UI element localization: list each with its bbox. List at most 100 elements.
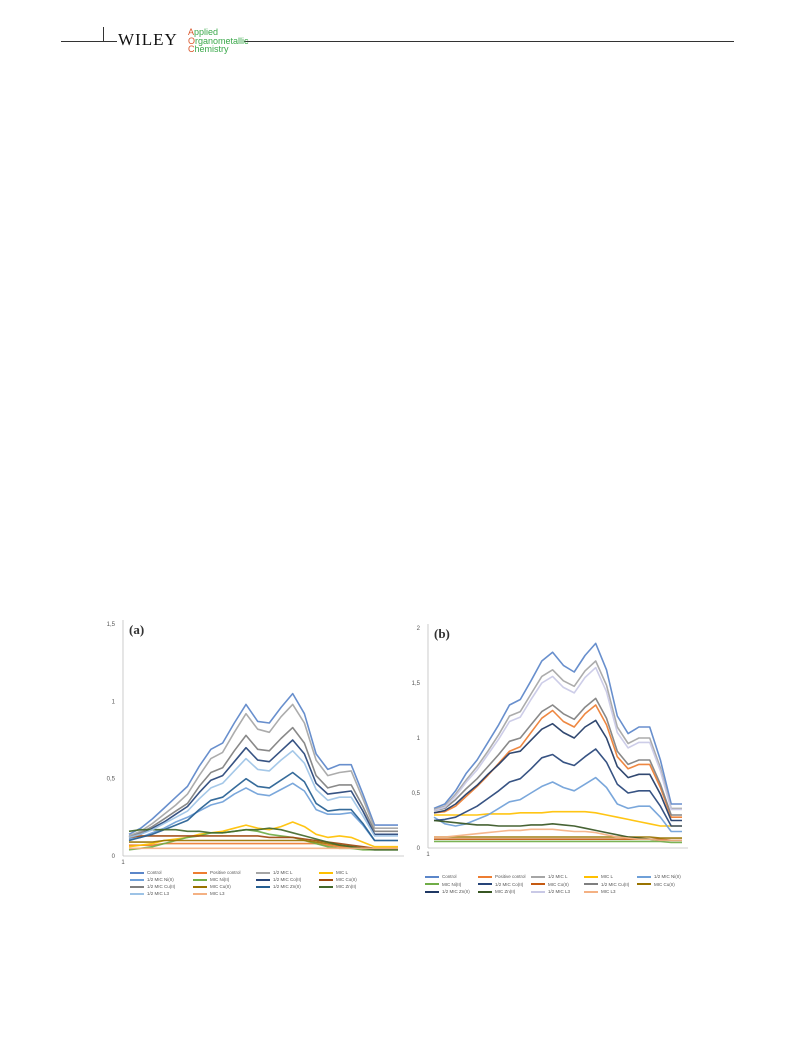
legend-label: MIC Ni(II) (442, 881, 462, 887)
header-tick (103, 27, 104, 41)
legend-label: MIC Co(II) (336, 877, 357, 882)
legend-item: MIC Cu(II) (193, 884, 231, 890)
series-line-a-6 (128, 739, 398, 839)
legend-swatch (130, 885, 144, 888)
header-rule-left (61, 41, 117, 42)
legend-swatch (256, 878, 270, 881)
legend-item: 1/2 MIC L3 (130, 891, 169, 897)
legend-swatch (478, 890, 492, 893)
legend-item: MIC Cu(II) (637, 882, 675, 888)
legend-item: 1/2 MIC Ni(II) (130, 877, 174, 883)
legend-label: 1/2 MIC Cu(II) (147, 884, 176, 889)
legend-label: MIC L3 (210, 891, 225, 896)
legend-label: MIC Co(II) (548, 881, 569, 887)
x-tick-label: 1 (426, 852, 430, 858)
legend-label: MIC L (601, 874, 614, 879)
series-line-b-0 (433, 642, 682, 810)
legend-swatch (319, 871, 333, 874)
legend-swatch (193, 885, 207, 888)
y-tick-label: 0 (112, 854, 116, 860)
series-line-a-2 (128, 703, 398, 837)
series-line-b-4 (433, 776, 682, 833)
legend-label: MIC L (336, 870, 349, 875)
legend-swatch (637, 883, 651, 886)
legend-swatch (531, 883, 545, 886)
legend-swatch (531, 875, 545, 878)
journal-line1-rest: pplied (194, 27, 219, 37)
series-line-b-10 (433, 719, 682, 822)
legend-swatch (531, 890, 545, 893)
journal-line3-rest: hemistry (194, 44, 229, 54)
legend-item: Control (130, 870, 162, 876)
legend-label: 1/2 MIC Ni(II) (147, 877, 174, 882)
legend-label: MIC Zn(II) (336, 884, 357, 889)
legend-panel-b: Control Positive control 1/2 MIC L MIC L 1/2… (425, 874, 695, 904)
legend-item: 1/2 MIC L3 (531, 889, 570, 895)
legend-swatch (193, 871, 207, 874)
legend-item: MIC Ni(II) (425, 882, 461, 888)
series-line-b-9 (434, 836, 682, 839)
legend-swatch (425, 890, 439, 893)
legend-item: MIC L (584, 874, 613, 880)
legend-swatch (130, 878, 144, 881)
legend-item: MIC L (319, 870, 348, 876)
legend-swatch (584, 875, 598, 878)
series-line-b-2 (433, 660, 682, 811)
legend-item: MIC Zn(II) (319, 884, 356, 890)
legend-swatch (637, 875, 651, 878)
legend-swatch (256, 871, 270, 874)
series-line-b-11 (433, 819, 682, 842)
legend-label: 1/2 MIC Zn(II) (442, 889, 470, 894)
legend-item: 1/2 MIC Ni(II) (637, 874, 681, 880)
series-line-a-11 (128, 827, 398, 851)
journal-line3-initial: C (188, 44, 195, 54)
legend-label: 1/2 MIC Ni(II) (654, 874, 681, 879)
legend-label: Positive control (495, 874, 526, 879)
legend-label: Control (147, 870, 162, 875)
journal-logo: Applied Organometallic Chemistry (188, 28, 249, 54)
legend-swatch (584, 890, 598, 893)
journal-line2-rest: rganometallic (195, 35, 249, 46)
series-line-b-6 (433, 748, 682, 827)
series-line-b-5 (434, 840, 682, 844)
y-tick-label: 0 (417, 846, 421, 852)
legend-label: 1/2 MIC L (548, 874, 568, 879)
legend-item: Control (425, 874, 457, 880)
legend-item: Positive control (193, 870, 241, 876)
legend-item: Positive control (478, 874, 526, 880)
legend-item: 1/2 MIC Co(II) (256, 877, 301, 883)
y-tick-label: 1,5 (107, 622, 116, 628)
legend-swatch (319, 878, 333, 881)
legend-swatch (584, 883, 598, 886)
series-line-a-0 (128, 692, 398, 836)
legend-label: MIC L3 (601, 889, 616, 894)
figure-panel-b: 0 0,5 1 1,5 2 1 (b) (412, 618, 692, 863)
panel-label: (b) (434, 626, 450, 641)
legend-swatch (319, 885, 333, 888)
legend-swatch (425, 875, 439, 878)
legend-item: 1/2 MIC L (531, 874, 568, 880)
line-chart-b: 0 0,5 1 1,5 2 1 (b) (412, 624, 688, 858)
legend-swatch (130, 871, 144, 874)
legend-swatch (256, 885, 270, 888)
legend-label: Control (442, 874, 457, 879)
legend-label: 1/2 MIC Co(II) (495, 881, 524, 887)
legend-swatch (193, 878, 207, 881)
legend-label: Positive control (210, 870, 241, 875)
header-rule-right (244, 41, 734, 42)
legend-item: MIC Zn(II) (478, 889, 515, 895)
series-line-b-1 (433, 704, 682, 818)
legend-label: 1/2 MIC Cu(II) (601, 881, 630, 887)
x-tick-label: 1 (121, 860, 125, 866)
publisher-logo: WILEY (118, 30, 178, 49)
y-tick-label: 1 (112, 699, 116, 705)
series-line-b-13 (434, 828, 682, 842)
y-tick-label: 1 (417, 736, 421, 742)
panel-label: (a) (129, 622, 144, 637)
series-line-a-4 (128, 782, 398, 842)
legend-swatch (130, 892, 144, 895)
legend-item: MIC L3 (193, 891, 225, 897)
y-tick-label: 0,5 (412, 791, 421, 797)
y-tick-label: 2 (417, 626, 421, 632)
legend-item: 1/2 MIC L (256, 870, 293, 876)
